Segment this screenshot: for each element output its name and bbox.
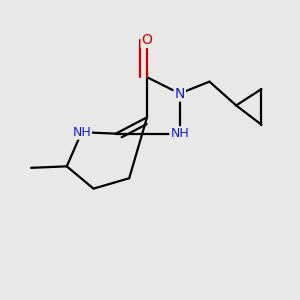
Text: O: O xyxy=(142,33,152,47)
Text: NH: NH xyxy=(170,127,189,140)
Text: NH: NH xyxy=(72,126,91,139)
Text: N: N xyxy=(175,86,185,100)
